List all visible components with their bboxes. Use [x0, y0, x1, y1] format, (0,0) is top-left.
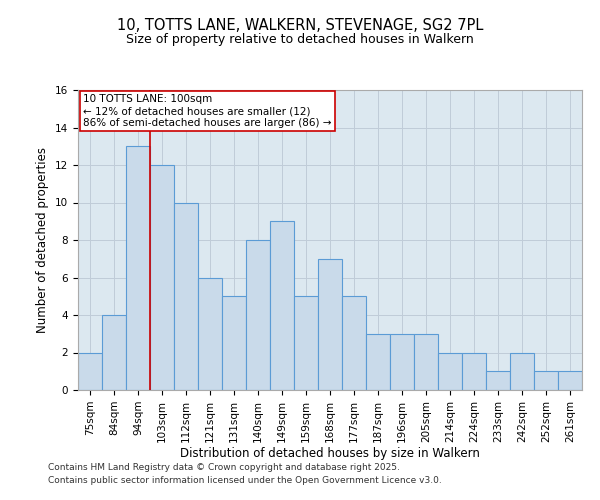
Text: Size of property relative to detached houses in Walkern: Size of property relative to detached ho…: [126, 32, 474, 46]
Bar: [222, 296, 246, 390]
Bar: [102, 315, 126, 390]
Bar: [366, 334, 390, 390]
Bar: [510, 352, 534, 390]
Bar: [486, 371, 510, 390]
Text: Contains public sector information licensed under the Open Government Licence v3: Contains public sector information licen…: [48, 476, 442, 485]
Bar: [78, 352, 102, 390]
Bar: [414, 334, 438, 390]
Bar: [198, 278, 222, 390]
Text: Contains HM Land Registry data © Crown copyright and database right 2025.: Contains HM Land Registry data © Crown c…: [48, 464, 400, 472]
Bar: [534, 371, 558, 390]
Bar: [294, 296, 318, 390]
Bar: [246, 240, 270, 390]
Bar: [126, 146, 150, 390]
X-axis label: Distribution of detached houses by size in Walkern: Distribution of detached houses by size …: [180, 448, 480, 460]
Bar: [174, 202, 198, 390]
Bar: [150, 165, 174, 390]
Bar: [270, 221, 294, 390]
Bar: [390, 334, 414, 390]
Bar: [462, 352, 486, 390]
Text: 10 TOTTS LANE: 100sqm
← 12% of detached houses are smaller (12)
86% of semi-deta: 10 TOTTS LANE: 100sqm ← 12% of detached …: [83, 94, 332, 128]
Bar: [342, 296, 366, 390]
Bar: [558, 371, 582, 390]
Y-axis label: Number of detached properties: Number of detached properties: [37, 147, 49, 333]
Text: 10, TOTTS LANE, WALKERN, STEVENAGE, SG2 7PL: 10, TOTTS LANE, WALKERN, STEVENAGE, SG2 …: [117, 18, 483, 32]
Bar: [318, 259, 342, 390]
Bar: [438, 352, 462, 390]
